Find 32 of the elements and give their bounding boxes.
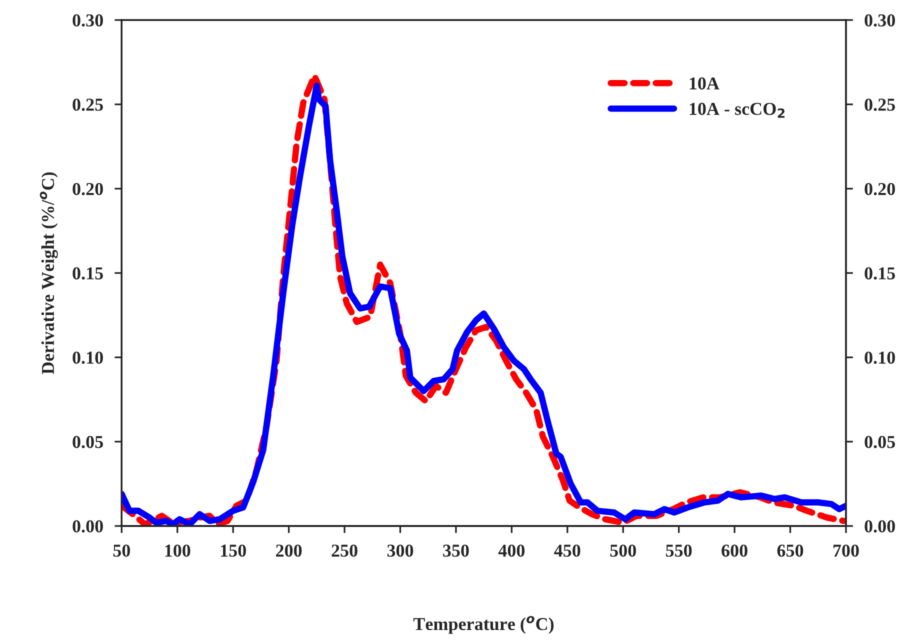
y-tick-label: 0.25 <box>72 98 103 111</box>
legend-label: 10A <box>690 77 720 90</box>
x-tick-label: 50 <box>113 544 130 557</box>
y-tick-label: 0.10 <box>72 352 103 364</box>
y-tick-label: 0.15 <box>72 267 103 280</box>
y-tick-label: 0.20 <box>72 182 103 196</box>
y-axis-title: Derivative Weight (%/$^{o}$C) <box>40 172 58 374</box>
x-axis-title: Temperature ($^{o}$C) <box>413 616 554 634</box>
x-tick-label: 300 <box>387 544 414 557</box>
x-tick-label: 350 <box>443 544 469 557</box>
y-tick-label: 0.30 <box>72 14 103 27</box>
x-tick-label: 100 <box>165 544 190 557</box>
y2-tick-label: 0.30 <box>864 14 895 27</box>
y2-tick-label: 0.10 <box>864 352 895 364</box>
x-tick-label: 650 <box>777 544 804 557</box>
x-tick-label: 450 <box>554 544 580 557</box>
x-tick-label: 500 <box>610 544 636 557</box>
x-tick-label: 250 <box>332 544 358 557</box>
y2-tick-label: 0.20 <box>864 182 895 196</box>
x-tick-label: 550 <box>666 544 692 557</box>
y-tick-label: 0.05 <box>72 436 103 448</box>
x-tick-label: 200 <box>276 544 302 557</box>
y2-tick-label: 0.15 <box>864 267 895 280</box>
x-tick-label: 400 <box>498 544 525 557</box>
legend-label: 10A - scCO$_{2}$ <box>690 102 785 118</box>
y-tick-label: 0.00 <box>72 520 103 533</box>
x-tick-label: 150 <box>221 544 246 557</box>
y2-tick-label: 0.25 <box>864 98 895 111</box>
x-tick-label: 600 <box>722 544 748 557</box>
y2-tick-label: 0.05 <box>864 436 895 448</box>
x-tick-label: 700 <box>833 544 859 557</box>
y2-tick-label: 0.00 <box>864 520 895 533</box>
